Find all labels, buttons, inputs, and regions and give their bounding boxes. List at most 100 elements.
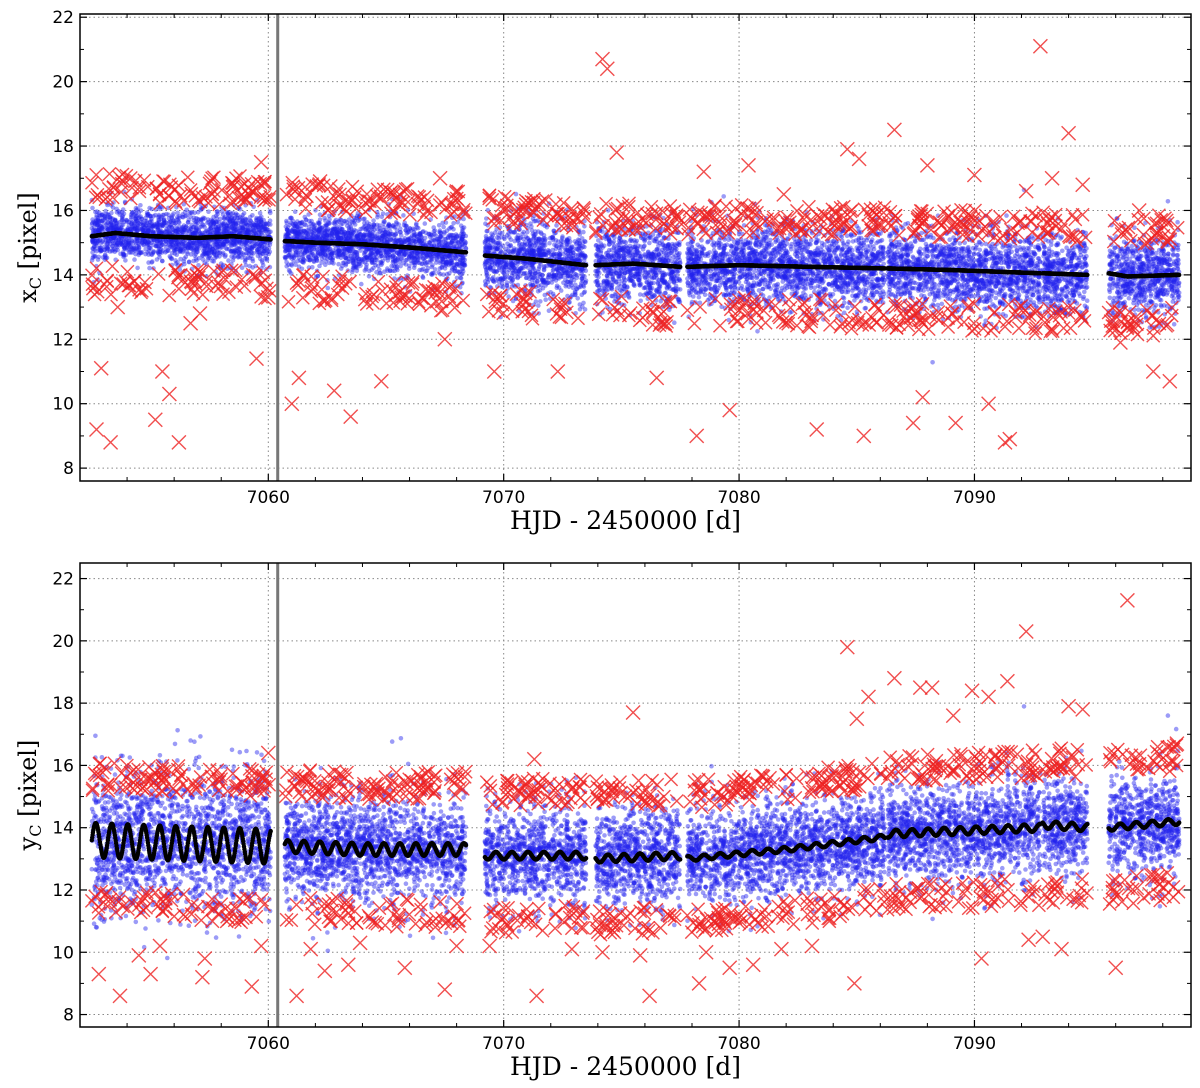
data-point xyxy=(375,251,381,256)
data-point xyxy=(266,232,271,237)
data-point xyxy=(315,253,321,258)
data-point xyxy=(521,271,527,277)
data-point xyxy=(138,203,143,208)
data-point xyxy=(430,263,435,268)
data-point xyxy=(247,214,253,220)
data-point xyxy=(393,232,399,237)
data-point xyxy=(390,268,395,274)
data-point xyxy=(394,257,400,262)
data-point xyxy=(430,270,435,276)
data-point xyxy=(135,206,140,211)
data-point xyxy=(142,225,147,230)
data-point xyxy=(215,244,221,250)
data-point xyxy=(191,247,196,253)
data-point xyxy=(357,261,362,267)
data-point xyxy=(325,285,331,291)
data-point xyxy=(149,206,154,212)
data-point xyxy=(303,222,309,228)
data-point xyxy=(233,250,238,255)
data-point xyxy=(191,215,197,221)
data-point xyxy=(284,244,290,249)
data-point xyxy=(448,232,454,238)
data-point xyxy=(159,242,165,247)
data-point xyxy=(147,265,152,271)
data-point xyxy=(160,258,165,264)
data-point xyxy=(535,289,541,294)
data-point xyxy=(242,242,247,247)
data-point xyxy=(460,269,466,274)
data-point xyxy=(486,243,492,248)
data-point xyxy=(488,267,494,272)
data-point xyxy=(121,211,127,216)
data-point xyxy=(120,249,126,255)
data-point xyxy=(491,249,497,255)
data-point xyxy=(134,246,140,251)
data-point xyxy=(157,249,163,255)
data-point xyxy=(234,248,240,254)
data-point xyxy=(96,254,102,260)
data-point xyxy=(258,243,263,248)
data-point xyxy=(484,257,489,263)
data-point xyxy=(348,224,354,229)
data-point xyxy=(97,223,103,228)
data-point xyxy=(157,214,162,219)
data-point xyxy=(523,264,529,269)
data-point xyxy=(211,227,217,232)
data-point xyxy=(153,224,159,230)
data-point xyxy=(560,234,565,239)
data-point xyxy=(554,272,559,278)
data-point xyxy=(214,231,219,236)
data-point xyxy=(190,231,196,236)
data-point xyxy=(221,241,226,247)
data-point xyxy=(216,230,222,236)
data-point xyxy=(166,242,172,247)
data-point xyxy=(175,260,180,265)
data-point xyxy=(283,255,289,260)
data-point xyxy=(223,238,229,244)
data-point xyxy=(200,257,206,262)
data-point xyxy=(98,223,104,229)
data-point xyxy=(114,206,119,212)
data-point xyxy=(512,229,517,235)
data-point xyxy=(177,267,183,272)
data-point xyxy=(182,210,188,215)
data-point xyxy=(677,242,682,248)
data-point xyxy=(167,219,173,224)
data-point xyxy=(564,242,570,248)
data-point xyxy=(176,227,181,232)
data-point xyxy=(265,242,270,248)
data-point xyxy=(161,218,167,224)
data-point xyxy=(454,234,460,239)
data-point xyxy=(500,269,505,275)
data-point xyxy=(416,225,421,231)
data-point xyxy=(91,238,96,244)
data-point xyxy=(354,249,360,255)
data-point xyxy=(129,220,135,225)
data-point xyxy=(237,239,243,245)
data-point xyxy=(195,243,200,248)
data-point xyxy=(552,242,557,247)
data-point xyxy=(141,222,147,227)
data-point xyxy=(490,237,496,243)
data-point xyxy=(540,242,546,247)
data-point xyxy=(366,274,372,279)
data-point xyxy=(417,232,423,237)
data-point xyxy=(217,242,223,247)
data-point xyxy=(336,261,341,267)
data-point xyxy=(254,247,260,252)
data-point xyxy=(133,251,138,257)
data-point xyxy=(545,274,551,280)
data-point xyxy=(374,269,379,275)
data-point xyxy=(362,255,368,261)
data-point xyxy=(510,250,516,255)
data-point xyxy=(90,250,95,255)
data-point xyxy=(263,248,268,253)
data-point xyxy=(204,247,210,253)
data-point xyxy=(528,237,534,243)
data-point xyxy=(89,226,95,231)
data-point xyxy=(536,236,542,241)
data-point xyxy=(249,253,254,259)
data-point xyxy=(193,219,198,225)
data-point xyxy=(371,265,376,271)
